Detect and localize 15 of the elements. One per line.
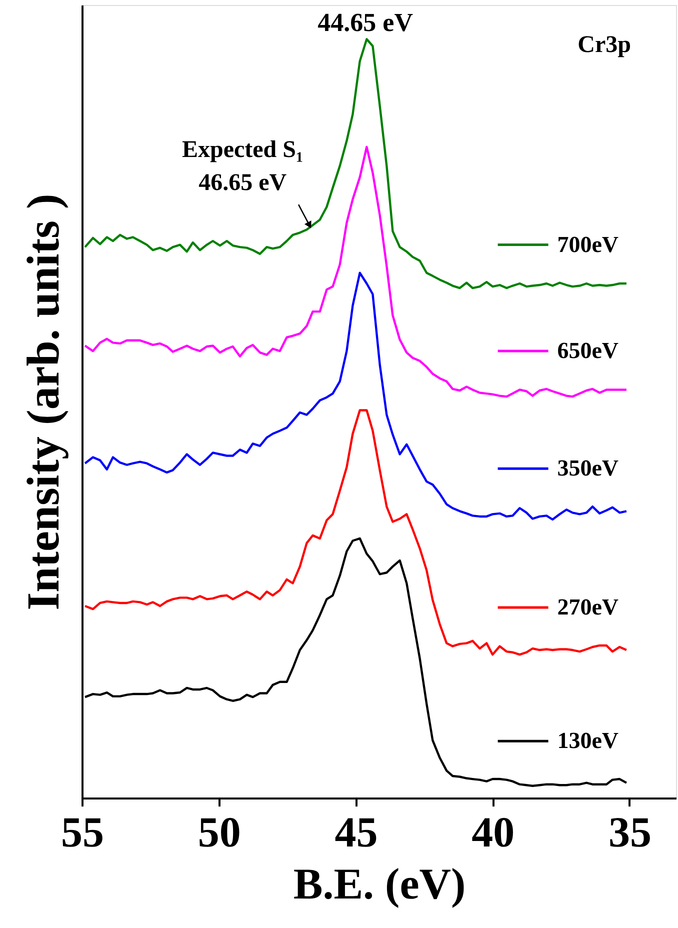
x-axis-title: B.E. (eV): [293, 860, 466, 908]
annotation: Expected S₁ 46.65 eV: [182, 136, 304, 196]
y-axis-title: Intensity (arb. units ): [18, 194, 68, 610]
legend-label: 650eV: [557, 338, 619, 364]
legend-label: 350eV: [557, 456, 619, 481]
x-tick-label: 35: [608, 810, 652, 856]
x-tick-label: 40: [472, 810, 515, 856]
annotation: 44.65 eV: [318, 8, 414, 38]
x-tick-label: 50: [198, 810, 241, 856]
x-tick-label: 45: [334, 810, 378, 856]
legend-label: 270eV: [557, 594, 619, 620]
annotation: Cr3p: [578, 32, 631, 58]
x-tick-label: 55: [61, 810, 104, 856]
legend-label: 700eV: [557, 232, 619, 257]
legend-label: 130eV: [557, 728, 619, 754]
